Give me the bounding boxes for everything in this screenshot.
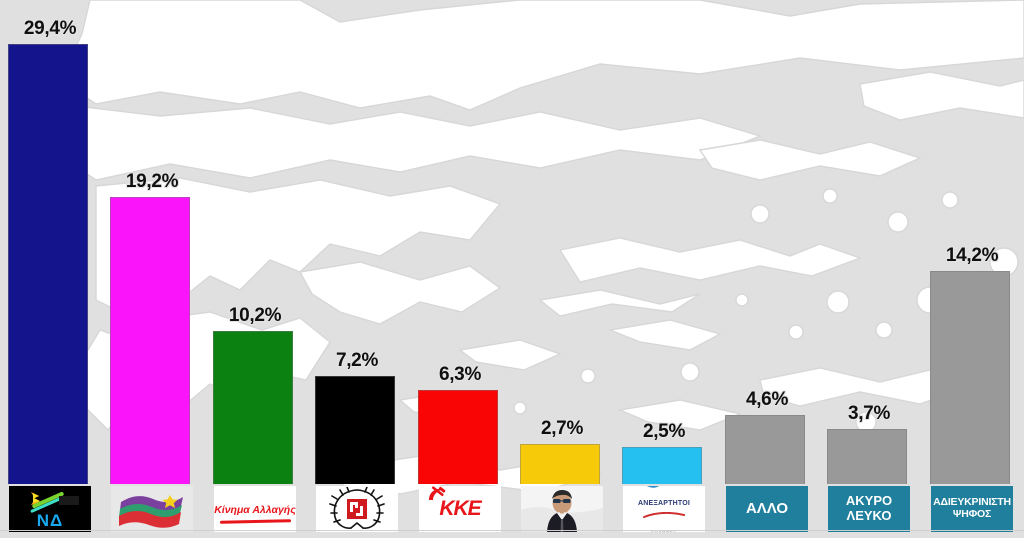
bar-value-label: 10,2% bbox=[228, 305, 282, 326]
greek-solution-leader-photo[interactable] bbox=[521, 486, 603, 532]
logo-slot-1[interactable]: ΝΔ bbox=[0, 486, 100, 534]
akyro-label-line2: ΛΕΥΚΟ bbox=[846, 508, 892, 523]
bar-value-label: 4,6% bbox=[745, 389, 789, 410]
adieykrinisti-label-line2: ΨΗΦΟΣ bbox=[952, 508, 992, 520]
kke-party-logo[interactable]: KKE bbox=[419, 486, 501, 532]
anel-logo-text: ΑΝΕΞΑΡΤΗΤΟΙ bbox=[637, 500, 691, 507]
logo-slot-8[interactable]: ΑΛΛΟ bbox=[717, 486, 817, 534]
logo-slot-9[interactable]: ΑΚΥΡΟ ΛΕΥΚΟ bbox=[819, 486, 919, 534]
bar-value-label: 14,2% bbox=[945, 245, 999, 266]
akyro-lefko-category-box[interactable]: ΑΚΥΡΟ ΛΕΥΚΟ bbox=[828, 486, 910, 532]
logo-slot-5[interactable]: KKE bbox=[410, 486, 510, 534]
bar-9[interactable] bbox=[827, 429, 907, 484]
bar-value-label: 19,2% bbox=[125, 171, 179, 192]
hammer-sickle-icon bbox=[429, 486, 446, 500]
logo-slot-7[interactable]: ΑΝΕΞΑΡΤΗΤΟΙΕΛΛΗΝΕΣ bbox=[614, 486, 714, 534]
bar-value-label: 6,3% bbox=[438, 364, 482, 385]
leader-portrait-photo bbox=[521, 486, 603, 532]
anel-party-logo[interactable]: ΑΝΕΞΑΡΤΗΤΟΙΕΛΛΗΝΕΣ bbox=[623, 486, 705, 532]
logo-slot-6[interactable] bbox=[512, 486, 612, 534]
kinal-underline bbox=[219, 519, 291, 524]
bar-2[interactable] bbox=[110, 197, 190, 484]
logo-slot-10[interactable]: ΑΔΙΕΥΚΡΙΝΙΣΤΗ ΨΗΦΟΣ bbox=[922, 486, 1022, 534]
bar-10[interactable] bbox=[930, 271, 1010, 484]
bar-slot: 2,5% bbox=[614, 0, 714, 484]
bar-slot: 14,2% bbox=[922, 0, 1022, 484]
bar-slot: 6,3% bbox=[410, 0, 510, 484]
bar-7[interactable] bbox=[622, 447, 702, 484]
bar-value-label: 29,4% bbox=[23, 18, 77, 39]
bar-slot: 10,2% bbox=[205, 0, 305, 484]
baseline-rule bbox=[0, 530, 1024, 531]
logo-slot-2[interactable] bbox=[102, 486, 202, 534]
allo-category-box[interactable]: ΑΛΛΟ bbox=[726, 486, 808, 532]
bars-plot-area: 29,4% 19,2% 10,2% 7,2% 6,3% 2,7% 2,5% 4,6% 3,7% 1… bbox=[0, 0, 1022, 484]
bar-value-label: 2,5% bbox=[642, 421, 686, 442]
bar-slot: 4,6% bbox=[717, 0, 817, 484]
kinal-logo-text: Κίνημα Αλλαγής bbox=[214, 504, 296, 516]
meander-wreath-icon bbox=[329, 487, 385, 529]
bar-slot: 3,7% bbox=[819, 0, 919, 484]
bar-5[interactable] bbox=[418, 390, 498, 484]
logo-slot-4[interactable] bbox=[307, 486, 407, 534]
logo-slot-3[interactable]: Κίνημα Αλλαγής bbox=[205, 486, 305, 534]
checkmark-swoosh-icon bbox=[646, 486, 659, 488]
red-swoosh-icon bbox=[643, 512, 685, 518]
flag-icon bbox=[119, 495, 183, 528]
allo-label: ΑΛΛΟ bbox=[745, 499, 789, 517]
bar-slot: 19,2% bbox=[102, 0, 202, 484]
bar-value-label: 3,7% bbox=[847, 403, 891, 424]
bar-1[interactable] bbox=[8, 44, 88, 484]
bar-value-label: 2,7% bbox=[540, 418, 584, 439]
bar-6[interactable] bbox=[520, 444, 600, 484]
nd-logo-text: ΝΔ bbox=[36, 511, 64, 530]
adieykrinisti-psifos-category-box[interactable]: ΑΔΙΕΥΚΡΙΝΙΣΤΗ ΨΗΦΟΣ bbox=[931, 486, 1013, 532]
bar-3[interactable] bbox=[213, 331, 293, 484]
bar-slot: 29,4% bbox=[0, 0, 100, 484]
syriza-flag-logo[interactable] bbox=[111, 486, 193, 532]
akyro-label-line1: ΑΚΥΡΟ bbox=[845, 493, 893, 509]
bar-8[interactable] bbox=[725, 415, 805, 484]
bar-slot: 2,7% bbox=[512, 0, 612, 484]
bar-4[interactable] bbox=[315, 376, 395, 484]
nd-party-logo[interactable]: ΝΔ bbox=[9, 486, 91, 532]
bar-slot: 7,2% bbox=[307, 0, 407, 484]
bar-value-label: 7,2% bbox=[335, 350, 379, 371]
kinima-allagis-logo[interactable]: Κίνημα Αλλαγής bbox=[214, 486, 296, 532]
golden-dawn-logo[interactable] bbox=[316, 486, 398, 532]
